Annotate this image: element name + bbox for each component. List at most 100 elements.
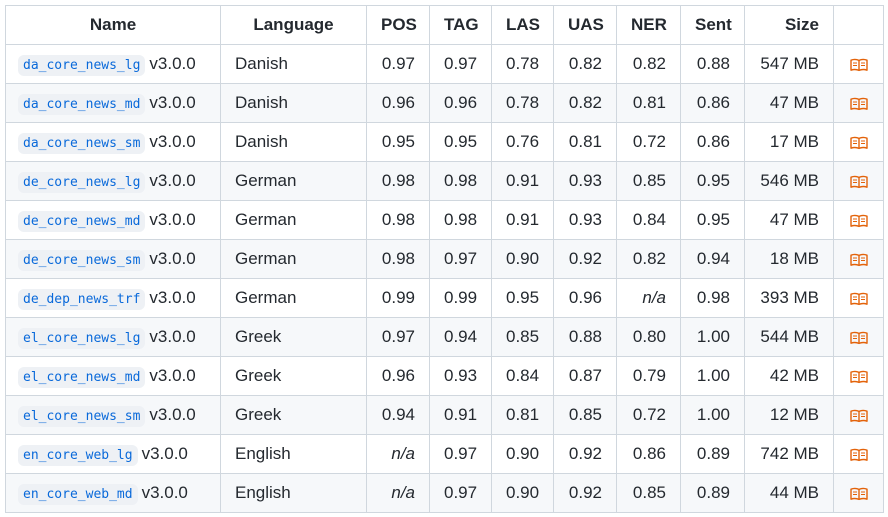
language-cell: German — [220, 278, 367, 318]
book-icon[interactable] — [849, 54, 868, 73]
book-icon[interactable] — [849, 366, 868, 385]
header-pos: POS — [366, 5, 430, 45]
table-row: de_core_news_lg v3.0.0 German 0.98 0.98 0.91 0… — [5, 161, 884, 201]
uas-cell: 0.81 — [553, 122, 617, 162]
ner-cell: 0.79 — [616, 356, 681, 396]
tag-cell: 0.98 — [429, 200, 492, 240]
tag-cell: 0.96 — [429, 83, 492, 123]
sent-cell: 0.89 — [680, 434, 745, 474]
pos-cell: n/a — [366, 473, 430, 513]
uas-cell: 0.88 — [553, 317, 617, 357]
tag-cell: 0.97 — [429, 434, 492, 474]
model-cell: de_core_news_sm v3.0.0 — [5, 239, 221, 279]
table-row: en_core_web_md v3.0.0 English n/a 0.97 0.90 0.… — [5, 473, 884, 513]
ner-cell: 0.81 — [616, 83, 681, 123]
language-cell: German — [220, 161, 367, 201]
book-icon[interactable] — [849, 93, 868, 112]
book-icon[interactable] — [849, 405, 868, 424]
uas-cell: 0.92 — [553, 239, 617, 279]
las-cell: 0.91 — [491, 200, 554, 240]
header-row: Name Language POS TAG LAS UAS NER Sent S… — [5, 5, 884, 45]
sent-cell: 0.86 — [680, 83, 745, 123]
table-row: de_core_news_sm v3.0.0 German 0.98 0.97 0.90 0… — [5, 239, 884, 279]
docs-cell — [833, 44, 884, 84]
model-name-link[interactable]: el_core_news_lg — [18, 328, 146, 349]
model-cell: en_core_web_lg v3.0.0 — [5, 434, 221, 474]
sent-cell: 0.88 — [680, 44, 745, 84]
model-name-link[interactable]: da_core_news_lg — [18, 55, 146, 76]
sent-cell: 1.00 — [680, 356, 745, 396]
docs-cell — [833, 239, 884, 279]
model-name-link[interactable]: de_core_news_md — [18, 211, 146, 232]
size-cell: 47 MB — [744, 200, 834, 240]
book-icon[interactable] — [849, 288, 868, 307]
header-sent: Sent — [680, 5, 745, 45]
sent-cell: 0.89 — [680, 473, 745, 513]
model-name-link[interactable]: en_core_web_md — [18, 484, 138, 505]
size-cell: 47 MB — [744, 83, 834, 123]
pos-cell: 0.98 — [366, 239, 430, 279]
docs-cell — [833, 356, 884, 396]
uas-cell: 0.92 — [553, 473, 617, 513]
sent-cell: 0.95 — [680, 200, 745, 240]
book-icon[interactable] — [849, 249, 868, 268]
size-cell: 42 MB — [744, 356, 834, 396]
book-icon[interactable] — [849, 171, 868, 190]
model-name-link[interactable]: el_core_news_sm — [18, 406, 146, 427]
book-icon[interactable] — [849, 132, 868, 151]
ner-cell: n/a — [616, 278, 681, 318]
uas-cell: 0.93 — [553, 161, 617, 201]
book-icon[interactable] — [849, 327, 868, 346]
language-cell: Greek — [220, 317, 367, 357]
las-cell: 0.95 — [491, 278, 554, 318]
model-name-link[interactable]: de_dep_news_trf — [18, 289, 146, 310]
tag-cell: 0.94 — [429, 317, 492, 357]
sent-cell: 0.94 — [680, 239, 745, 279]
size-cell: 44 MB — [744, 473, 834, 513]
book-icon[interactable] — [849, 483, 868, 502]
model-name-link[interactable]: el_core_news_md — [18, 367, 146, 388]
table-row: en_core_web_lg v3.0.0 English n/a 0.97 0.90 0.… — [5, 434, 884, 474]
model-cell: de_core_news_md v3.0.0 — [5, 200, 221, 240]
ner-cell: 0.85 — [616, 473, 681, 513]
tag-cell: 0.99 — [429, 278, 492, 318]
model-version: v3.0.0 — [149, 210, 196, 229]
docs-cell — [833, 278, 884, 318]
model-name-link[interactable]: en_core_web_lg — [18, 445, 138, 466]
model-version: v3.0.0 — [149, 249, 196, 268]
table-row: el_core_news_md v3.0.0 Greek 0.96 0.93 0.84 0.… — [5, 356, 884, 396]
docs-cell — [833, 434, 884, 474]
model-version: v3.0.0 — [149, 171, 196, 190]
pos-cell: 0.97 — [366, 44, 430, 84]
model-name-link[interactable]: de_core_news_sm — [18, 250, 146, 271]
ner-cell: 0.80 — [616, 317, 681, 357]
sent-cell: 1.00 — [680, 395, 745, 435]
pos-cell: 0.98 — [366, 161, 430, 201]
sent-cell: 1.00 — [680, 317, 745, 357]
header-ner: NER — [616, 5, 681, 45]
book-icon[interactable] — [849, 444, 868, 463]
model-cell: da_core_news_lg v3.0.0 — [5, 44, 221, 84]
size-cell: 547 MB — [744, 44, 834, 84]
model-cell: de_dep_news_trf v3.0.0 — [5, 278, 221, 318]
language-cell: Danish — [220, 44, 367, 84]
ner-cell: 0.72 — [616, 395, 681, 435]
pos-cell: n/a — [366, 434, 430, 474]
book-icon[interactable] — [849, 210, 868, 229]
sent-cell: 0.95 — [680, 161, 745, 201]
model-name-link[interactable]: da_core_news_sm — [18, 133, 146, 154]
tag-cell: 0.93 — [429, 356, 492, 396]
sent-cell: 0.98 — [680, 278, 745, 318]
model-cell: el_core_news_sm v3.0.0 — [5, 395, 221, 435]
size-cell: 546 MB — [744, 161, 834, 201]
las-cell: 0.78 — [491, 44, 554, 84]
table-row: el_core_news_sm v3.0.0 Greek 0.94 0.91 0.81 0.… — [5, 395, 884, 435]
size-cell: 18 MB — [744, 239, 834, 279]
las-cell: 0.90 — [491, 239, 554, 279]
model-version: v3.0.0 — [149, 366, 196, 385]
model-name-link[interactable]: de_core_news_lg — [18, 172, 146, 193]
model-name-link[interactable]: da_core_news_md — [18, 94, 146, 115]
header-uas: UAS — [553, 5, 617, 45]
language-cell: Greek — [220, 356, 367, 396]
las-cell: 0.84 — [491, 356, 554, 396]
